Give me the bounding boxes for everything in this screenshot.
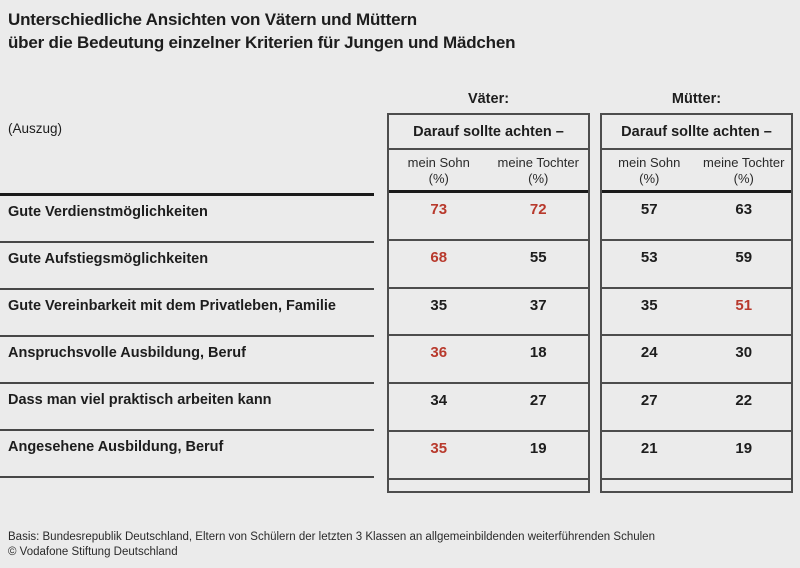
value-cell: 27 — [529, 392, 547, 410]
criterion-label: Angesehene Ausbildung, Beruf — [0, 431, 374, 478]
excerpt-note: (Auszug) — [8, 121, 63, 136]
table-row: 21 19 — [602, 432, 791, 480]
column-header-son-unit: (%) — [639, 171, 660, 186]
table-row: 36 18 — [389, 336, 588, 385]
group-label-vaeter: Väter: — [467, 91, 510, 107]
value-cell: 30 — [735, 344, 753, 362]
value-cell: 59 — [735, 248, 753, 266]
value-cell: 57 — [640, 201, 658, 218]
muetter-table-header: Darauf sollte achten – — [602, 115, 791, 150]
table-row: 24 30 — [602, 336, 791, 385]
page-title-line1: Unterschiedliche Ansichten von Vätern un… — [8, 10, 417, 29]
column-header-daughter-unit: (%) — [528, 171, 549, 186]
muetter-data-rows: 57 63 53 59 35 51 24 30 27 22 21 19 — [602, 193, 791, 480]
column-header-daughter-unit: (%) — [733, 171, 754, 186]
muetter-subheader-row: mein Sohn (%) meine Tochter (%) — [602, 150, 791, 193]
criterion-label: Gute Verdienstmöglichkeiten — [0, 196, 374, 243]
column-header-daughter: meine Tochter (%) — [697, 150, 792, 190]
value-cell: 36 — [430, 344, 448, 362]
table-footer-strip — [389, 480, 588, 491]
table-row: 53 59 — [602, 241, 791, 289]
page-title-line2: über die Bedeutung einzelner Kriterien f… — [8, 33, 516, 52]
table-row: 34 27 — [389, 384, 588, 433]
table-row: 73 72 — [389, 193, 588, 241]
value-cell: 35 — [430, 440, 448, 458]
value-cell: 24 — [640, 344, 658, 362]
criterion-label: Anspruchsvolle Ausbildung, Beruf — [0, 337, 374, 384]
source-note: Basis: Bundesrepublik Deutschland, Elter… — [8, 530, 655, 560]
value-cell: 68 — [430, 248, 448, 266]
criteria-column: Gute Verdienstmöglichkeiten Gute Aufstie… — [0, 193, 374, 478]
vaeter-data-rows: 73 72 68 55 35 37 36 18 34 27 35 19 — [389, 193, 588, 480]
value-cell: 34 — [430, 392, 448, 410]
table-row: 27 22 — [602, 384, 791, 433]
table-row: 35 37 — [389, 289, 588, 337]
value-cell: 51 — [735, 296, 753, 314]
column-header-daughter-label: meine Tochter — [497, 155, 579, 170]
value-cell: 19 — [735, 440, 753, 458]
column-header-daughter-label: meine Tochter — [703, 155, 785, 170]
column-header-son: mein Sohn (%) — [602, 150, 697, 190]
table-row: 57 63 — [602, 193, 791, 241]
page-title: Unterschiedliche Ansichten von Vätern un… — [8, 8, 515, 54]
value-cell: 73 — [430, 201, 448, 218]
table-row: 35 19 — [389, 432, 588, 480]
value-cell: 55 — [529, 248, 547, 266]
value-cell: 35 — [640, 296, 658, 314]
value-cell: 53 — [640, 248, 658, 266]
value-cell: 18 — [529, 344, 547, 362]
column-header-son-label: mein Sohn — [618, 155, 681, 170]
table-row: 35 51 — [602, 289, 791, 337]
value-cell: 21 — [640, 440, 658, 458]
vaeter-table: Darauf sollte achten – mein Sohn (%) mei… — [387, 113, 590, 493]
value-cell: 63 — [735, 201, 753, 218]
value-cell: 27 — [640, 392, 658, 410]
vaeter-subheader-row: mein Sohn (%) meine Tochter (%) — [389, 150, 588, 193]
muetter-table: Darauf sollte achten – mein Sohn (%) mei… — [600, 113, 793, 493]
column-header-daughter: meine Tochter (%) — [489, 150, 589, 190]
criterion-label: Gute Vereinbarkeit mit dem Privatleben, … — [0, 290, 374, 337]
value-cell: 37 — [529, 296, 547, 314]
column-header-son-unit: (%) — [428, 171, 449, 186]
value-cell: 35 — [430, 296, 448, 314]
copyright-text: © Vodafone Stiftung Deutschland — [8, 546, 178, 558]
table-footer-strip — [602, 480, 791, 491]
group-label-muetter: Mütter: — [671, 91, 722, 107]
criterion-label: Gute Aufstiegsmöglichkeiten — [0, 243, 374, 290]
criterion-label: Dass man viel praktisch arbeiten kann — [0, 384, 374, 431]
vaeter-table-header: Darauf sollte achten – — [389, 115, 588, 150]
value-cell: 72 — [529, 201, 547, 218]
value-cell: 22 — [735, 392, 753, 410]
table-row: 68 55 — [389, 241, 588, 289]
column-header-son-label: mein Sohn — [407, 155, 470, 170]
basis-text: Basis: Bundesrepublik Deutschland, Elter… — [8, 531, 655, 543]
column-header-son: mein Sohn (%) — [389, 150, 489, 190]
value-cell: 19 — [529, 440, 547, 458]
